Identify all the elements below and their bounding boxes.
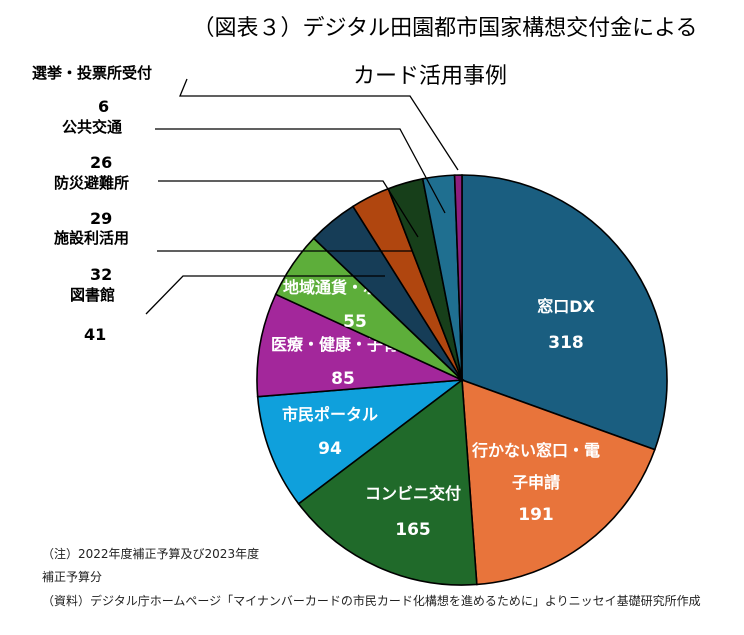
slice-11-value: 6	[98, 97, 109, 116]
note-line1: （注）2022年度補正予算及び2023年度	[42, 547, 260, 561]
slice-1-value: 318	[548, 333, 584, 353]
slice-7-value: 41	[84, 325, 106, 344]
slice-9-label: 防災避難所	[54, 174, 129, 192]
slice-4-value: 94	[318, 439, 342, 459]
slice-2-label: 子申請	[512, 473, 560, 492]
slice-1-wedge	[461, 174, 668, 451]
slice-2-wedge	[461, 378, 656, 586]
chart-title-line2: カード活用事例	[352, 64, 507, 89]
slice-11-wedge	[453, 174, 463, 381]
slice-7-leader-line	[145, 275, 385, 315]
slice-8-label: 施設利活用	[54, 229, 129, 247]
slice-10-value: 26	[90, 153, 112, 172]
slice-4-wedge	[256, 378, 465, 505]
slice-2-label: 行かない窓口・電	[471, 441, 600, 460]
slice-5-value: 85	[331, 369, 355, 389]
slice-6-value: 55	[343, 312, 367, 332]
chart-title-line1: （図表３）デジタル田園都市国家構想交付金による	[192, 16, 698, 41]
slice-2-value: 191	[518, 505, 554, 525]
slice-9-value: 29	[90, 209, 112, 228]
slice-11-leader-line	[179, 78, 459, 171]
slice-1-label: 窓口DX	[537, 297, 595, 316]
slice-3-label: コンビニ交付	[365, 484, 461, 503]
slice-4-label: 市民ポータル	[282, 405, 378, 424]
slice-3-value: 165	[395, 520, 431, 540]
slice-3-wedge	[297, 378, 478, 586]
note-line2: 補正予算分	[42, 570, 103, 584]
slice-5-wedge	[256, 293, 466, 398]
slice-8-value: 32	[90, 265, 112, 284]
slice-9-leader-line	[158, 180, 419, 238]
source-note: （資料）デジタル庁ホームページ「マイナンバーカードの市民カード化構想を進めるため…	[42, 594, 701, 608]
slice-10-label: 公共交通	[62, 118, 122, 136]
slice-10-leader-line	[155, 128, 446, 214]
slice-7-label: 図書館	[70, 286, 115, 304]
slice-11-label: 選挙・投票所受付	[32, 64, 152, 82]
